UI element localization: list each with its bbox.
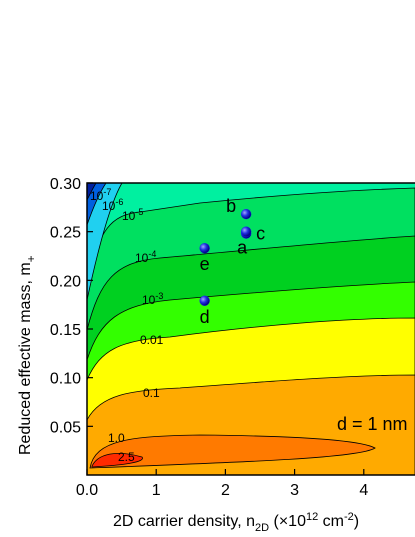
contour-label-part: -5 [135, 207, 143, 217]
y-axis-label-part: + [24, 255, 38, 262]
contour-label-part: -4 [148, 249, 156, 259]
data-point [241, 226, 252, 237]
point-label: e [200, 254, 210, 274]
x-tick-label: 2 [221, 482, 230, 499]
contour-label-part: 10 [142, 293, 156, 307]
x-axis-label-part: 2D carrier density, n [113, 513, 255, 530]
x-axis-label-part: 12 [306, 511, 318, 523]
x-axis-label-part: 2D [255, 522, 269, 534]
y-axis-label-part: Reduced effective mass, m [17, 262, 34, 455]
x-axis-label-part: cm [318, 513, 344, 530]
y-axis-label: Reduced effective mass, m+ [17, 255, 38, 455]
y-tick-label: 0.05 [50, 419, 81, 436]
contour-label-part: 0.1 [143, 386, 160, 400]
contour-label-part: -3 [155, 291, 163, 301]
x-tick-label: 1 [152, 482, 161, 499]
x-tick-label: 4 [359, 482, 368, 499]
contour-label-part: 2.5 [118, 450, 135, 464]
contour-label: 1.0 [108, 431, 125, 445]
contour-label-part: 10 [102, 199, 116, 213]
point-label: c [256, 224, 265, 244]
contour-label-part: 10 [90, 189, 104, 203]
x-axis-label-part: ) [354, 513, 359, 530]
x-tick-label: 3 [290, 482, 299, 499]
contour-label-part: 10 [122, 209, 136, 223]
y-tick-label: 0.25 [50, 225, 81, 242]
region [89, 434, 376, 469]
x-axis-label-part: -2 [344, 511, 354, 523]
x-axis-label-part: (×10 [269, 513, 306, 530]
contour-fill [87, 183, 415, 475]
data-point [241, 208, 252, 220]
contour-label: 10-5 [122, 207, 143, 223]
contour-label-part: -7 [103, 187, 111, 197]
region [87, 183, 123, 301]
point-label: b [226, 196, 236, 216]
contour-label: 10-4 [135, 249, 156, 265]
data-point [199, 243, 210, 254]
contour-label: 10-3 [142, 291, 163, 307]
annotation: d = 1 nm [337, 414, 408, 434]
contour-label-part: -6 [115, 197, 123, 207]
contour-label-part: 0.01 [140, 333, 164, 347]
contour-label: 10-7 [90, 187, 111, 203]
point-label: d [200, 307, 210, 327]
point-label: a [237, 238, 248, 258]
contour-label-part: 1.0 [108, 431, 125, 445]
contour-label: 0.1 [143, 386, 160, 400]
data-point [199, 295, 210, 306]
y-tick-label: 0.15 [50, 322, 81, 339]
x-tick-label: 0.0 [76, 482, 98, 499]
x-axis-label: 2D carrier density, n2D (×1012 cm-2) [113, 511, 359, 534]
y-tick-label: 0.30 [50, 176, 81, 193]
contour-label: 2.5 [118, 450, 135, 464]
y-tick-label: 0.10 [50, 371, 81, 388]
contour-label: 0.01 [140, 333, 164, 347]
region [91, 453, 143, 468]
contour-label: 10-6 [102, 197, 123, 213]
contour-label-part: 10 [135, 251, 149, 265]
y-tick-label: 0.20 [50, 273, 81, 290]
